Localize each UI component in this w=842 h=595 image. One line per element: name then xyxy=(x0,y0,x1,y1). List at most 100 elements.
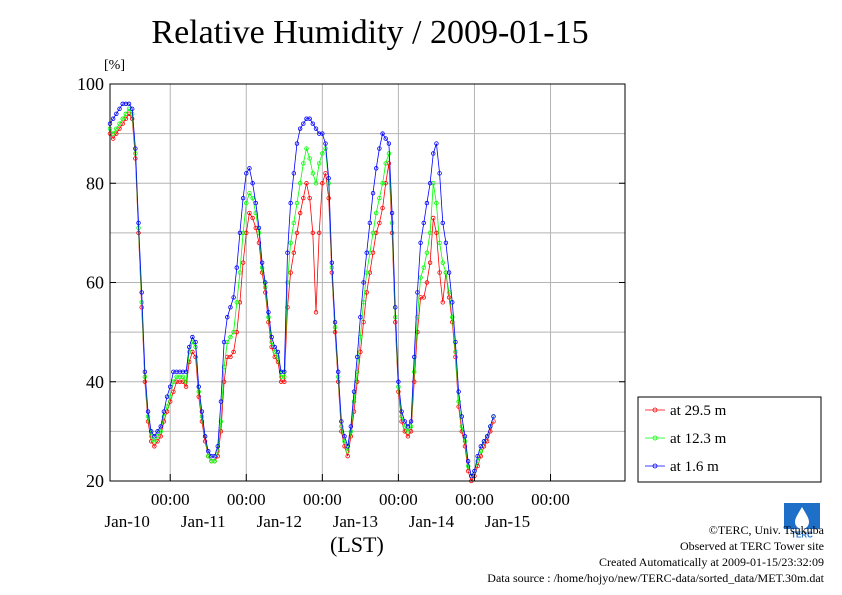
data-point xyxy=(323,141,328,146)
data-point xyxy=(114,131,119,136)
data-point xyxy=(370,190,376,196)
data-point xyxy=(152,434,157,439)
data-point xyxy=(244,200,249,206)
data-point xyxy=(402,419,407,424)
data-point xyxy=(355,354,360,360)
data-point xyxy=(171,369,176,375)
x-tick-time-label: 00:00 xyxy=(227,490,266,509)
data-point xyxy=(370,230,376,236)
data-point xyxy=(421,265,426,270)
series-29-5m xyxy=(107,111,496,484)
data-point xyxy=(190,334,195,340)
data-point xyxy=(202,434,208,439)
data-point xyxy=(437,171,442,176)
data-point xyxy=(488,424,493,429)
y-tick-label: 40 xyxy=(86,372,104,392)
data-point xyxy=(120,116,125,121)
x-tick-time-label: 00:00 xyxy=(455,490,494,509)
data-point xyxy=(323,171,328,176)
data-point xyxy=(180,369,186,375)
x-tick-time-label: 00:00 xyxy=(303,490,342,509)
data-point xyxy=(247,190,252,196)
data-point xyxy=(250,215,255,221)
data-point xyxy=(114,111,119,116)
data-point xyxy=(367,270,373,275)
data-point xyxy=(415,290,420,295)
data-point xyxy=(250,195,255,201)
data-point xyxy=(386,141,392,146)
data-point xyxy=(155,434,160,439)
y-tick-label: 60 xyxy=(86,273,104,293)
data-point xyxy=(117,106,122,112)
legend-swatch-marker xyxy=(652,407,658,413)
data-point xyxy=(421,220,426,226)
data-point xyxy=(285,250,290,255)
data-point xyxy=(348,429,354,434)
data-point xyxy=(288,200,293,206)
y-axis: 20 40 60 80 100 xyxy=(77,74,625,491)
data-point xyxy=(136,220,141,226)
y-tick-label: 100 xyxy=(77,74,104,94)
data-point xyxy=(313,126,319,131)
data-point xyxy=(345,449,350,454)
data-point xyxy=(358,349,363,355)
grid-lines xyxy=(110,84,625,481)
data-point xyxy=(370,250,376,255)
data-point xyxy=(215,444,220,449)
data-point xyxy=(383,136,388,141)
data-point xyxy=(259,260,265,265)
data-point xyxy=(110,116,116,121)
data-series xyxy=(107,101,496,484)
data-point xyxy=(120,101,125,107)
data-point xyxy=(193,354,198,360)
data-point xyxy=(412,369,417,375)
data-point xyxy=(199,409,205,414)
data-point xyxy=(294,200,300,206)
data-point xyxy=(259,265,265,270)
data-point xyxy=(234,265,239,270)
data-point xyxy=(443,270,449,275)
series-1-6m xyxy=(107,101,496,479)
data-point xyxy=(434,230,439,236)
data-point xyxy=(266,310,271,315)
data-point xyxy=(332,320,338,325)
data-point xyxy=(310,171,316,176)
data-point xyxy=(297,126,303,131)
data-point xyxy=(301,195,306,201)
data-point xyxy=(145,409,151,414)
data-point xyxy=(231,329,236,335)
data-point xyxy=(367,250,373,255)
legend-label: at 12.3 m xyxy=(670,431,727,447)
data-point xyxy=(174,374,179,379)
data-point xyxy=(484,434,490,439)
data-point xyxy=(459,429,464,434)
data-point xyxy=(304,181,309,186)
data-point xyxy=(256,240,262,245)
data-point xyxy=(465,463,471,469)
data-point xyxy=(456,389,461,394)
data-point xyxy=(450,300,455,305)
data-point xyxy=(310,121,316,126)
data-point xyxy=(307,116,312,121)
data-point xyxy=(110,131,116,136)
data-point xyxy=(231,349,236,355)
data-point xyxy=(358,315,363,320)
x-tick-date-label: Jan-15 xyxy=(485,512,530,531)
data-point xyxy=(199,419,205,424)
data-point xyxy=(383,181,388,186)
data-point xyxy=(396,379,401,384)
data-point xyxy=(123,101,129,107)
data-point xyxy=(196,384,201,389)
data-point xyxy=(329,260,335,265)
data-point xyxy=(158,434,163,439)
data-point xyxy=(278,374,284,379)
data-point xyxy=(446,295,452,300)
data-point xyxy=(244,171,249,176)
data-point xyxy=(269,334,274,340)
data-point xyxy=(453,339,458,345)
data-point xyxy=(114,126,119,131)
data-point xyxy=(193,339,198,345)
data-point xyxy=(285,280,290,285)
data-point xyxy=(158,429,163,434)
